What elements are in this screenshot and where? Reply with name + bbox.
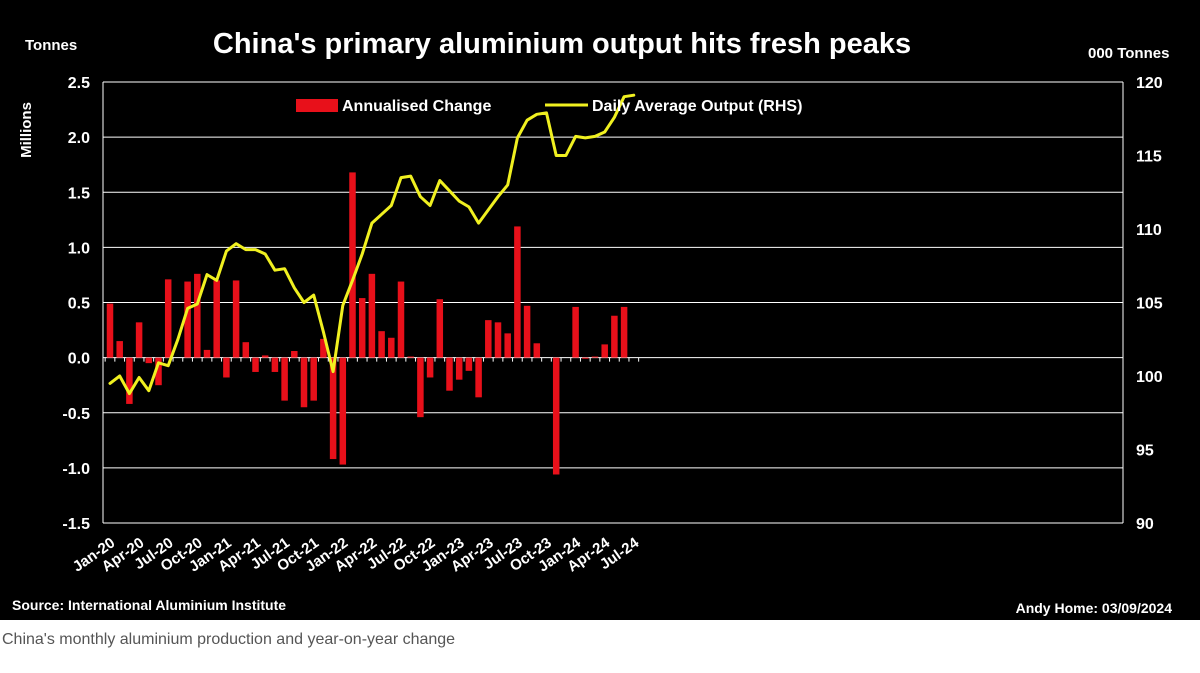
line-layer: [108, 93, 636, 396]
credit-note: Andy Home: 03/09/2024: [1016, 600, 1173, 616]
right-tick-label: 90: [1136, 516, 1154, 533]
bar-annualised-change: [611, 315, 618, 358]
bar-annualised-change: [582, 357, 589, 359]
bar-annualised-change: [426, 357, 434, 378]
bar-annualised-change: [126, 357, 133, 404]
left-tick-label: 0.0: [68, 351, 90, 368]
bar-annualised-change: [378, 331, 385, 358]
bar-annualised-change: [261, 355, 269, 358]
bar-annualised-change: [242, 342, 250, 358]
legend-bar-label: Annualised Change: [342, 98, 491, 115]
bar-annualised-change: [232, 280, 240, 358]
bar-annualised-change: [591, 356, 599, 358]
bar-annualised-change: [339, 357, 347, 465]
bar-annualised-change: [223, 357, 230, 378]
bar-annualised-change: [504, 333, 511, 358]
right-tick-label: 100: [1136, 369, 1163, 386]
bar-annualised-change: [514, 226, 521, 358]
bar-annualised-change: [358, 298, 366, 358]
bar-annualised-change: [194, 273, 201, 358]
right-tick-label: 120: [1136, 75, 1163, 92]
right-axis-unit: 000 Tonnes: [1088, 45, 1169, 62]
bar-annualised-change: [271, 357, 279, 372]
bar-annualised-change: [320, 338, 327, 358]
left-tick-label: -1.5: [62, 516, 90, 533]
bar-annualised-change: [388, 337, 395, 358]
left-tick-label: 1.5: [68, 185, 90, 202]
left-tick-label: 0.5: [68, 296, 90, 313]
legend: Annualised Change Daily Average Output (…: [296, 98, 802, 115]
bar-annualised-change: [203, 349, 211, 358]
bar-annualised-change: [252, 357, 259, 372]
bar-annualised-change: [184, 281, 191, 358]
bar-annualised-change: [291, 351, 298, 358]
left-axis-unit: Tonnes: [25, 37, 77, 54]
bar-annualised-change: [155, 357, 162, 386]
bar-annualised-change: [213, 280, 220, 358]
bar-annualised-change: [523, 305, 531, 358]
bar-annualised-change: [407, 356, 414, 358]
bar-annualised-change: [329, 357, 337, 460]
bar-annualised-change: [455, 357, 463, 380]
bar-annualised-change: [572, 306, 579, 358]
chart-title: China's primary aluminium output hits fr…: [213, 28, 911, 60]
bar-annualised-change: [552, 357, 560, 475]
line-daily-average-output: [108, 93, 636, 396]
left-tick-label: -0.5: [62, 406, 90, 423]
bar-annualised-change: [368, 273, 376, 358]
chart-panel: China's primary aluminium output hits fr…: [0, 0, 1200, 620]
bar-annualised-change: [533, 343, 541, 358]
bar-annualised-change: [446, 357, 453, 391]
bar-annualised-change: [465, 357, 473, 371]
bar-annualised-change: [397, 281, 405, 358]
right-tick-label: 110: [1136, 222, 1162, 239]
right-tick-label: 115: [1136, 149, 1162, 166]
left-tick-label: 1.0: [68, 240, 90, 257]
left-axis-label: Millions: [18, 102, 35, 158]
bars-layer: [106, 172, 628, 475]
bar-annualised-change: [601, 344, 608, 358]
bar-annualised-change: [281, 357, 288, 401]
axis-layer: -1.5 -1.0 -0.5 0.0 0.5 1.0 1.5 2.0 2.5 90 95 100 105…: [62, 75, 1162, 576]
chart-caption: China's monthly aluminium production and…: [2, 631, 456, 648]
left-tick-label: 2.5: [68, 75, 90, 92]
left-tick-label: 2.0: [68, 130, 90, 147]
bar-annualised-change: [349, 172, 356, 358]
bar-annualised-change: [116, 341, 123, 358]
grid-layer: [103, 81, 1123, 469]
chart-svg: China's primary aluminium output hits fr…: [12, 28, 1173, 616]
legend-bar-swatch: [296, 99, 338, 112]
bar-annualised-change: [106, 303, 114, 358]
right-tick-label: 95: [1136, 443, 1154, 460]
bar-annualised-change: [300, 357, 308, 408]
right-tick-label: 105: [1136, 296, 1163, 313]
bar-annualised-change: [135, 322, 143, 358]
bar-annualised-change: [494, 322, 502, 358]
source-note: Source: International Aluminium Institut…: [12, 597, 286, 613]
bar-annualised-change: [164, 279, 172, 358]
legend-line-label: Daily Average Output (RHS): [592, 98, 802, 115]
bar-annualised-change: [436, 299, 444, 358]
bar-annualised-change: [145, 357, 153, 364]
bar-annualised-change: [485, 320, 492, 358]
left-tick-label: -1.0: [62, 461, 90, 478]
bar-annualised-change: [620, 306, 628, 358]
bar-annualised-change: [310, 357, 317, 401]
bar-annualised-change: [417, 357, 424, 418]
bar-annualised-change: [475, 357, 482, 398]
